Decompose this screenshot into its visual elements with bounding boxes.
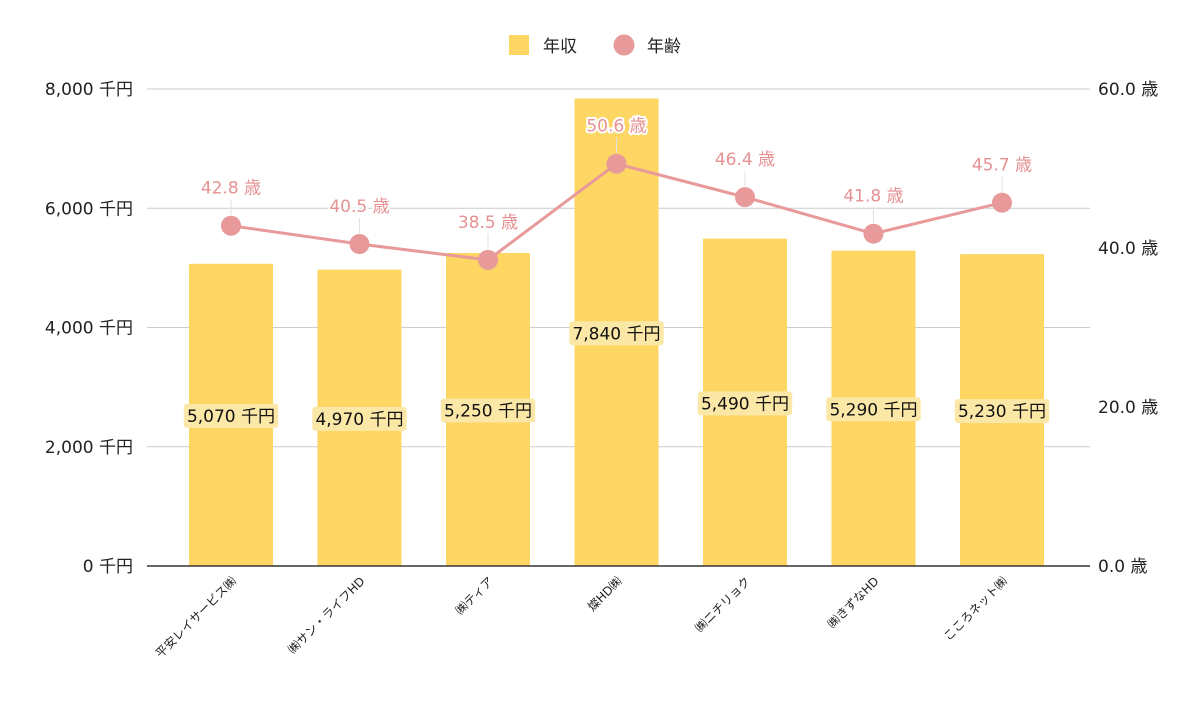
- legend-label-age: 年齢: [647, 37, 681, 57]
- age-data-label: 46.4 歳: [715, 150, 775, 170]
- category-label: ㈱きずなHD: [825, 574, 882, 631]
- bar-data-labels: 5,070 千円 4,970 千円 5,250 千円 7,840 千円 5,490 千円…: [183, 321, 1050, 431]
- line-data-labels: 42.8 歳 40.5 歳 38.5 歳 50.6 歳 46.4 歳 41.8 歳 45.7…: [199, 115, 1034, 249]
- legend-label-income: 年収: [543, 37, 577, 57]
- bar-label-bg: [569, 321, 664, 346]
- legend-swatch-bar: [509, 35, 529, 55]
- bar-label-bg: [697, 391, 793, 416]
- right-tick-label: 20.0 歳: [1098, 398, 1158, 418]
- bar-label-group: 5,490 千円: [697, 391, 793, 416]
- left-tick-label: 0 千円: [83, 557, 133, 577]
- category-label: 平安レイサービス㈱: [152, 574, 239, 661]
- age-data-label: 38.5 歳: [458, 213, 518, 233]
- left-tick-label: 4,000 千円: [45, 319, 133, 339]
- legend-item-age: 年齢: [613, 34, 681, 57]
- bar-label-group: 7,840 千円: [569, 321, 664, 346]
- left-tick-label: 8,000 千円: [45, 80, 133, 100]
- bar-data-label: 4,970 千円: [315, 410, 403, 430]
- category-label: ㈱ティア: [453, 574, 496, 617]
- bar-label-group: 5,070 千円: [183, 403, 279, 428]
- category-label: こころネット㈱: [941, 574, 1010, 643]
- age-point: [863, 223, 884, 244]
- bar-label-bg: [183, 403, 279, 428]
- legend: 年収 年齢: [509, 34, 681, 57]
- age-data-label: 45.7 歳: [972, 156, 1032, 176]
- category-label: ㈱サン・ライフHD: [285, 574, 367, 656]
- right-tick-label: 60.0 歳: [1098, 80, 1158, 100]
- category-label: ㈱ニチリョク: [692, 574, 753, 635]
- bar-data-label: 5,230 千円: [958, 402, 1046, 422]
- bar-data-label: 5,250 千円: [444, 401, 532, 421]
- category-axis-labels: 平安レイサービス㈱ ㈱サン・ライフHD ㈱ティア 燦HD㈱ ㈱ニチリョク ㈱きずなHD ここ…: [152, 574, 1010, 661]
- left-tick-label: 2,000 千円: [45, 438, 133, 458]
- age-point: [221, 215, 241, 236]
- bar-label-bg: [312, 406, 407, 431]
- line-series-age: [221, 153, 1012, 270]
- bar-label-bg: [826, 397, 921, 422]
- right-tick-label: 40.0 歳: [1098, 239, 1158, 259]
- legend-swatch-dot: [613, 34, 635, 56]
- age-point: [735, 187, 755, 208]
- bar-data-label: 7,840 千円: [572, 324, 660, 344]
- bar-label-bg: [954, 399, 1050, 424]
- bar-label-group: 5,230 千円: [954, 399, 1050, 424]
- bar-label-bg: [440, 398, 536, 423]
- age-point: [478, 249, 498, 270]
- category-label: 燦HD㈱: [585, 574, 625, 614]
- age-point: [349, 234, 370, 255]
- left-axis-ticks: 0 千円 2,000 千円 4,000 千円 6,000 千円 8,000 千円: [45, 80, 133, 577]
- bar-label-group: 4,970 千円: [312, 406, 407, 431]
- bar-data-label: 5,290 千円: [829, 400, 917, 420]
- legend-item-income: 年収: [509, 35, 577, 57]
- right-axis-ticks: 0.0 歳 20.0 歳 40.0 歳 60.0 歳: [1098, 80, 1158, 577]
- age-data-label: 50.6 歳: [586, 117, 646, 137]
- age-point: [606, 153, 627, 174]
- bar-label-group: 5,290 千円: [826, 397, 921, 422]
- bar-data-label: 5,070 千円: [187, 407, 275, 427]
- bar-label-group: 5,250 千円: [440, 398, 536, 423]
- age-data-label: 41.8 歳: [843, 187, 903, 207]
- age-data-label: 42.8 歳: [201, 179, 261, 199]
- age-point: [992, 192, 1012, 213]
- bar-data-label: 5,490 千円: [701, 394, 789, 414]
- age-data-label: 40.5 歳: [329, 197, 389, 217]
- left-tick-label: 6,000 千円: [45, 199, 133, 219]
- right-tick-label: 0.0 歳: [1098, 557, 1147, 577]
